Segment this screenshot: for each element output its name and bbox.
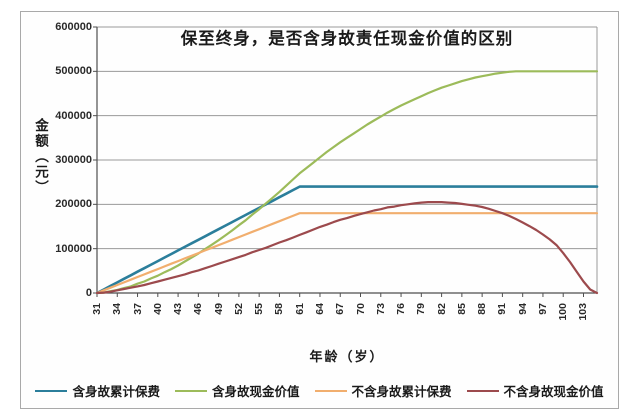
x-tick-label: 103	[577, 303, 590, 321]
x-tick-label: 31	[91, 303, 103, 315]
x-tick-label: 52	[232, 303, 245, 315]
legend-item-label: 含身故现金价值	[211, 385, 300, 399]
legend-line-sample	[174, 389, 207, 392]
y-tick-label: 300000	[55, 154, 92, 166]
series-line-0	[95, 185, 599, 295]
x-tick-label: 88	[476, 303, 489, 315]
series-line-2	[95, 212, 599, 295]
x-tick-label: 34	[111, 303, 124, 315]
y-tick-label: 500000	[55, 65, 92, 78]
y-tick-label: 400000	[55, 109, 92, 122]
x-tick-label: 91	[496, 303, 509, 315]
x-tick-label: 85	[455, 303, 468, 315]
x-tick-label: 61	[293, 303, 306, 315]
legend-item: 不含身故现金价值	[466, 381, 604, 400]
x-tick-label: 70	[354, 303, 367, 315]
x-tick-label: 67	[334, 303, 347, 315]
x-tick-label: 43	[172, 303, 185, 315]
chart-frame	[20, 11, 619, 409]
y-axis-title: 金额（元）	[33, 118, 48, 196]
x-tick-label: 64	[313, 303, 326, 315]
x-tick-label: 73	[374, 303, 387, 315]
y-tick-label: 200000	[55, 198, 92, 211]
legend-item: 不含身故累计保费	[314, 381, 452, 400]
legend-item: 含身故现金价值	[174, 381, 300, 400]
series-line-3	[95, 201, 599, 295]
legend: 含身故累计保费 含身故现金价值 不含身故累计保费 不含身故现金价值	[22, 381, 617, 400]
x-tick-label: 37	[131, 303, 144, 315]
legend-line-sample	[466, 389, 499, 392]
x-tick-label: 58	[273, 303, 286, 315]
y-tick-label: 0	[85, 287, 92, 299]
x-tick-label: 94	[516, 303, 529, 315]
x-tick-label: 100	[557, 303, 570, 321]
x-tick-label: 82	[435, 303, 448, 315]
x-tick-label: 79	[415, 303, 428, 315]
legend-item-label: 不含身故累计保费	[351, 385, 452, 399]
chart-title: 保至终身，是否含身故责任现金价值的区别	[180, 30, 514, 48]
x-tick-label: 40	[151, 303, 164, 315]
legend-line-sample	[314, 389, 347, 392]
legend-item-label: 不含身故现金价值	[503, 385, 604, 399]
legend-item: 含身故累计保费	[35, 381, 160, 400]
x-tick-label: 49	[212, 303, 225, 315]
x-tick-label: 76	[395, 303, 408, 315]
legend-item-label: 含身故累计保费	[72, 385, 160, 399]
x-axis-title: 年龄（岁）	[309, 349, 385, 364]
legend-line-sample	[35, 389, 68, 392]
y-tick-label: 600000	[55, 21, 92, 33]
y-tick-label: 100000	[55, 242, 92, 255]
series-line-1	[95, 70, 599, 295]
x-tick-label: 46	[192, 303, 205, 315]
x-tick-label: 55	[253, 303, 266, 315]
x-tick-label: 97	[536, 303, 549, 315]
